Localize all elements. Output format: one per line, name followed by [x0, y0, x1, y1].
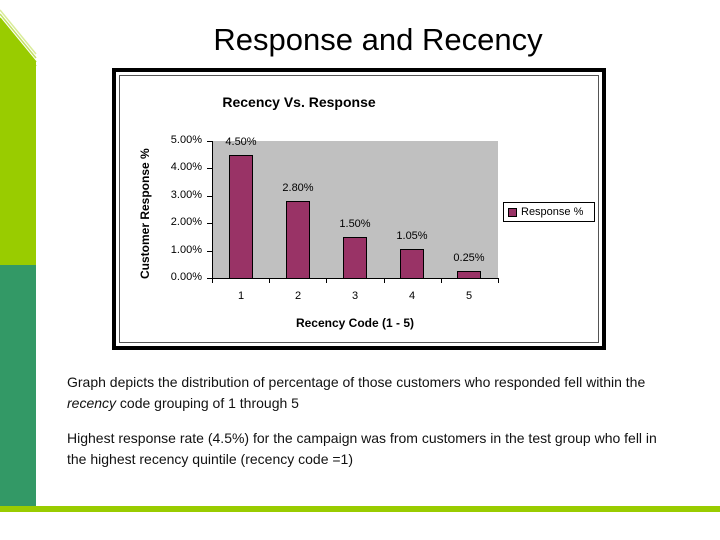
y-tick-label: 0.00%: [170, 271, 202, 283]
y-tick-label: 4.00%: [170, 161, 202, 173]
bar-data-label: 4.50%: [225, 136, 257, 148]
bar: [343, 237, 367, 279]
x-tick-label: 1: [237, 290, 245, 302]
sidebar-bottom-accent: [0, 265, 36, 506]
x-tick-label: 4: [408, 290, 416, 302]
bar-data-label: 0.25%: [453, 252, 485, 264]
x-tick: [212, 278, 213, 283]
legend-swatch-icon: [508, 207, 517, 217]
bar-data-label: 1.05%: [396, 230, 428, 242]
x-tick: [326, 278, 327, 283]
bar: [400, 249, 424, 279]
y-tick: [207, 251, 212, 252]
bottom-accent-bar: [0, 506, 720, 512]
x-tick: [384, 278, 385, 283]
x-tick: [498, 278, 499, 283]
paragraph1-after: code grouping of 1 through 5: [116, 395, 299, 411]
x-tick-label: 5: [465, 290, 473, 302]
x-tick: [269, 278, 270, 283]
y-tick: [207, 196, 212, 197]
x-tick-label: 3: [351, 290, 359, 302]
paragraph1-emphasis: recency: [67, 395, 117, 411]
corner-stripes-decoration: [0, 0, 37, 80]
chart-title: Recency Vs. Response: [222, 94, 376, 110]
y-axis: [212, 141, 213, 279]
chart-frame: Recency Vs. Response Customer Response %…: [112, 68, 606, 350]
y-tick: [207, 141, 212, 142]
y-tick-label: 2.00%: [170, 216, 202, 228]
paragraph-distribution: Graph depicts the distribution of percen…: [67, 372, 667, 414]
paragraph1-before: Graph depicts the distribution of percen…: [67, 374, 646, 390]
bar: [229, 155, 253, 279]
x-tick: [441, 278, 442, 283]
legend: Response %: [503, 202, 595, 222]
y-tick: [207, 168, 212, 169]
legend-entry: Response %: [521, 206, 584, 218]
y-tick-label: 5.00%: [170, 134, 202, 146]
y-tick-label: 3.00%: [170, 189, 202, 201]
bar: [457, 271, 481, 279]
bar-data-label: 1.50%: [339, 218, 371, 230]
y-tick: [207, 278, 212, 279]
chart-area: Recency Vs. Response Customer Response %…: [119, 75, 599, 343]
paragraph-highest-response: Highest response rate (4.5%) for the cam…: [67, 430, 657, 467]
y-tick: [207, 223, 212, 224]
bar: [286, 201, 310, 279]
bar-data-label: 2.80%: [282, 182, 314, 194]
slide-title: Response and Recency: [213, 22, 543, 57]
x-axis-label: Recency Code (1 - 5): [295, 316, 415, 330]
x-tick-label: 2: [294, 290, 302, 302]
y-tick-label: 1.00%: [170, 244, 202, 256]
